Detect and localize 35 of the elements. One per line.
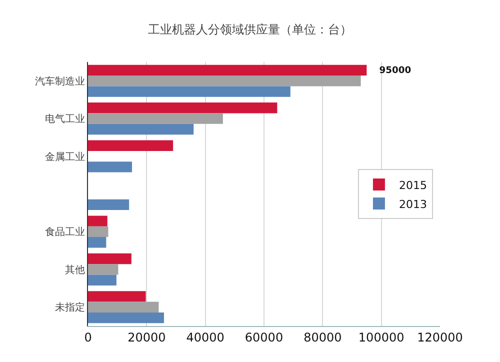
bar [88,124,194,135]
bar [88,302,159,312]
y-tick-label: 未指定 [55,302,85,314]
bar [88,237,106,248]
bar [88,102,278,114]
bar [88,76,361,86]
data-label: 95000 [370,66,412,76]
bar [88,113,223,124]
bar [88,86,290,97]
x-tick-label: 60000 [244,330,284,344]
y-tick-label: 电气工业 [45,113,85,126]
x-tick-label: 100000 [358,330,404,344]
bar [88,216,108,226]
chart-title: 工业机器人分领域供应量（单位：台） [148,22,352,37]
y-tick-label: 食品工业 [45,226,85,238]
x-tick-label: 40000 [186,330,224,344]
y-tick-label: 金属工业 [45,150,85,163]
bar [88,64,367,76]
x-tick-label: 0 [84,330,92,344]
bar [88,253,132,264]
legend-label: 2013 [398,198,427,211]
bar [88,291,146,302]
x-tick-label: 120000 [417,330,463,344]
bar [88,162,132,172]
x-tick-label: 20000 [128,330,166,344]
y-tick-label: 其他 [65,264,85,276]
x-tick-label: 80000 [304,330,342,344]
bar [88,199,130,210]
bar [88,312,164,324]
bar [88,264,118,275]
bar [88,226,108,238]
bar [88,140,174,151]
y-tick-label: 汽车制造业 [35,75,85,88]
bar [88,274,116,286]
legend-label: 2015 [398,178,427,192]
